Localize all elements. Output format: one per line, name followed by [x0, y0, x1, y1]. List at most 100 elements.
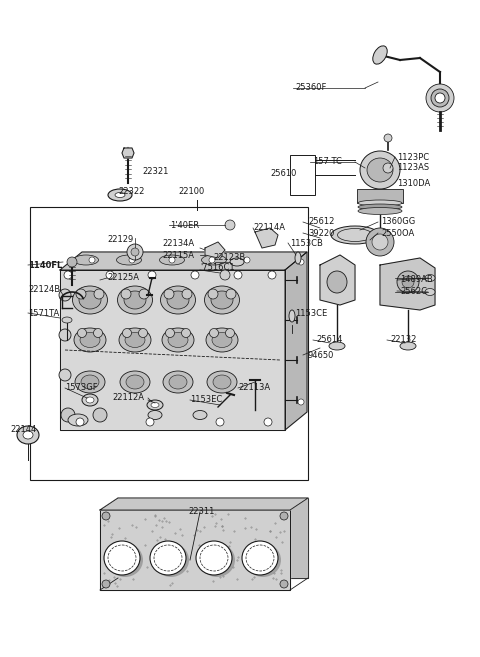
Circle shape	[191, 271, 199, 279]
Ellipse shape	[213, 375, 231, 389]
Text: 2562C: 2562C	[400, 286, 427, 296]
Text: 22124B: 22124B	[28, 286, 60, 294]
Text: 22144: 22144	[10, 426, 36, 434]
Polygon shape	[122, 148, 134, 158]
Circle shape	[298, 259, 304, 265]
Ellipse shape	[425, 275, 435, 281]
Circle shape	[234, 271, 242, 279]
Ellipse shape	[108, 189, 132, 201]
Ellipse shape	[75, 371, 105, 393]
Polygon shape	[380, 258, 435, 310]
Circle shape	[164, 289, 174, 299]
Ellipse shape	[115, 193, 125, 198]
Bar	[30, 207, 308, 480]
Circle shape	[169, 257, 175, 263]
Text: 25614: 25614	[316, 336, 342, 344]
Circle shape	[106, 271, 114, 279]
Ellipse shape	[148, 411, 162, 420]
Circle shape	[94, 328, 103, 338]
Text: 22114A: 22114A	[253, 223, 285, 233]
Text: 157·TC: 157·TC	[313, 158, 342, 166]
Ellipse shape	[207, 371, 237, 393]
Ellipse shape	[79, 291, 101, 309]
Polygon shape	[100, 510, 290, 590]
Text: 25610: 25610	[270, 168, 296, 177]
Text: 25612: 25612	[308, 217, 335, 227]
Polygon shape	[320, 255, 355, 305]
Ellipse shape	[120, 371, 150, 393]
Text: 22132: 22132	[390, 336, 416, 344]
Text: 22113A: 22113A	[238, 384, 270, 392]
Circle shape	[61, 408, 75, 422]
Circle shape	[121, 289, 131, 299]
Ellipse shape	[73, 255, 98, 265]
Polygon shape	[285, 252, 307, 430]
Circle shape	[372, 234, 388, 250]
Ellipse shape	[163, 371, 193, 393]
Text: 22100: 22100	[178, 187, 204, 196]
Circle shape	[298, 399, 304, 405]
Circle shape	[280, 512, 288, 520]
Circle shape	[268, 271, 276, 279]
Text: 1140FL: 1140FL	[28, 260, 62, 269]
Ellipse shape	[23, 431, 33, 439]
Text: 2550OA: 2550OA	[381, 229, 414, 237]
Circle shape	[148, 271, 156, 279]
Ellipse shape	[202, 255, 227, 265]
Ellipse shape	[119, 328, 151, 352]
Text: 22125A: 22125A	[107, 273, 139, 283]
Circle shape	[139, 328, 147, 338]
Text: 1123AS: 1123AS	[397, 164, 429, 173]
Text: 39220: 39220	[308, 229, 335, 237]
Circle shape	[94, 289, 104, 299]
Circle shape	[208, 289, 218, 299]
Circle shape	[129, 257, 135, 263]
Ellipse shape	[327, 271, 347, 293]
Circle shape	[226, 289, 236, 299]
Text: 1310DA: 1310DA	[397, 179, 430, 189]
Circle shape	[280, 580, 288, 588]
Ellipse shape	[289, 310, 295, 322]
Bar	[290, 155, 315, 195]
Ellipse shape	[367, 158, 393, 182]
Ellipse shape	[358, 208, 402, 214]
Polygon shape	[118, 498, 308, 578]
Circle shape	[226, 328, 235, 338]
Text: 22129: 22129	[107, 235, 133, 244]
Ellipse shape	[160, 286, 195, 314]
Circle shape	[383, 163, 393, 173]
Circle shape	[366, 228, 394, 256]
Ellipse shape	[107, 543, 143, 577]
Circle shape	[384, 134, 392, 142]
Ellipse shape	[74, 328, 106, 352]
Ellipse shape	[81, 375, 99, 389]
Ellipse shape	[204, 286, 240, 314]
Text: 22123B: 22123B	[213, 252, 245, 261]
Circle shape	[93, 408, 107, 422]
Circle shape	[181, 328, 191, 338]
Ellipse shape	[151, 403, 159, 407]
Circle shape	[131, 248, 139, 256]
Text: 1'40ER: 1'40ER	[170, 221, 199, 229]
Circle shape	[435, 93, 445, 103]
Ellipse shape	[397, 271, 419, 293]
Ellipse shape	[196, 541, 232, 575]
Ellipse shape	[162, 328, 194, 352]
Circle shape	[59, 369, 71, 381]
Circle shape	[209, 328, 218, 338]
Circle shape	[89, 257, 95, 263]
Circle shape	[122, 328, 132, 338]
Circle shape	[244, 257, 250, 263]
Ellipse shape	[425, 288, 435, 296]
Circle shape	[220, 270, 230, 280]
Ellipse shape	[400, 342, 416, 350]
Ellipse shape	[62, 317, 72, 323]
Ellipse shape	[337, 229, 372, 242]
Ellipse shape	[193, 411, 207, 420]
Ellipse shape	[360, 151, 400, 189]
Ellipse shape	[117, 255, 142, 265]
Polygon shape	[100, 498, 308, 510]
Circle shape	[59, 289, 71, 301]
Ellipse shape	[331, 226, 379, 244]
Circle shape	[376, 233, 384, 241]
